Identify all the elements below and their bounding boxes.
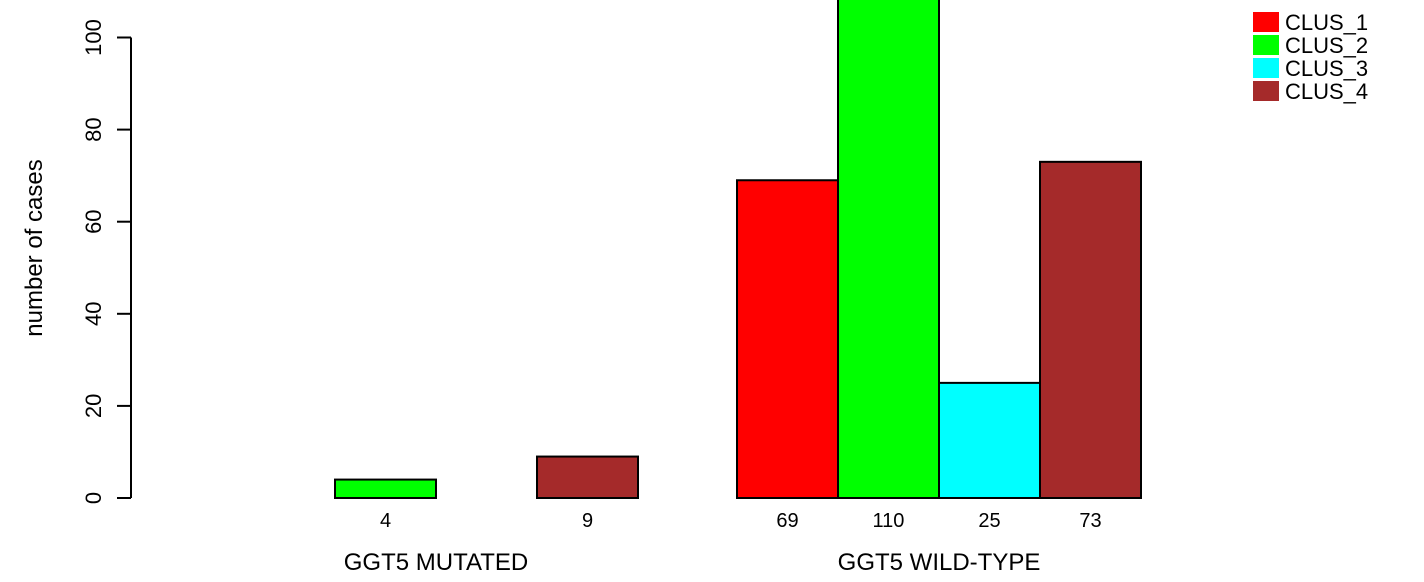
bar-value-label: 9 (582, 510, 593, 532)
y-tick-label: 100 (81, 19, 106, 56)
y-tick-label: 40 (81, 302, 106, 326)
legend-swatch (1253, 58, 1279, 78)
legend-label: CLUS_4 (1285, 79, 1368, 104)
legend-swatch (1253, 12, 1279, 32)
bar-clus-2 (837, 0, 940, 499)
y-tick-label: 60 (81, 209, 106, 233)
bar-value-label: 73 (1079, 510, 1101, 532)
y-tick-label: 0 (81, 492, 106, 504)
legend-label: CLUS_2 (1285, 33, 1368, 58)
legend-swatch (1253, 81, 1279, 101)
bar-clus-3 (938, 381, 1041, 499)
group-labels: GGT5 MUTATED GGT5 WILD-TYPE (344, 549, 1041, 576)
bar-value-labels: 4 9 69 110 25 73 (380, 510, 1102, 532)
bar-clus-2 (334, 478, 437, 499)
legend-label: CLUS_3 (1285, 56, 1368, 81)
bar-clus-4 (1039, 160, 1142, 500)
bar-value-label: 69 (776, 510, 798, 532)
bars (334, 0, 1142, 500)
y-axis-title: number of cases (21, 159, 48, 336)
bar-value-label: 110 (873, 510, 905, 532)
legend-swatch (1253, 35, 1279, 55)
bar-value-label: 4 (380, 510, 391, 532)
legend-label: CLUS_1 (1285, 10, 1368, 35)
bar-clus-4 (536, 455, 639, 499)
y-tick-label: 20 (81, 394, 106, 418)
y-axis: 0 20 40 60 80 100 (81, 19, 132, 504)
group-label: GGT5 WILD-TYPE (838, 549, 1041, 576)
bar-value-label: 25 (978, 510, 1000, 532)
bar-clus-1 (736, 179, 839, 499)
y-tick-label: 80 (81, 117, 106, 141)
group-label: GGT5 MUTATED (344, 549, 528, 576)
